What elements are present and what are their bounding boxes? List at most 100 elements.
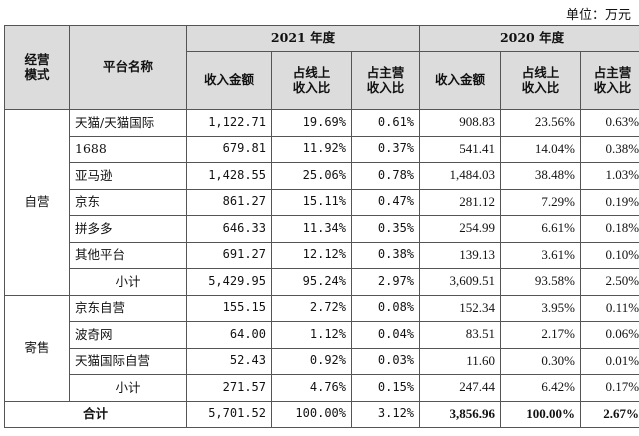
online-share-2021-cell: 0.92% [271, 347, 352, 375]
main-share-2020-cell: 1.03% [580, 162, 639, 190]
main-share-2020-cell: 2.50% [580, 268, 639, 296]
header-revenue-2021: 收入金额 [186, 51, 272, 110]
online-share-2021-cell: 2.72% [271, 294, 352, 322]
main-share-2021-cell: 0.08% [350, 294, 421, 322]
revenue-2021-cell: 691.27 [186, 241, 272, 269]
unit-label: 单位：万元 [565, 8, 631, 23]
online-share-2021-cell: 4.76% [271, 374, 352, 402]
main-share-2021-cell: 0.37% [350, 135, 421, 163]
revenue-2020-cell: 281.12 [419, 188, 502, 216]
revenue-2021-cell: 52.43 [186, 347, 272, 375]
platform-cell: 其他平台 [69, 241, 187, 269]
revenue-2020-cell: 152.34 [419, 294, 502, 322]
table-row: 1688 679.81 11.92% 0.37% 541.41 14.04% 0… [5, 135, 639, 163]
table-row: 天猫国际自营 52.43 0.92% 0.03% 11.60 0.30% 0.0… [5, 347, 639, 375]
subtotal-row: 小计 5,429.95 95.24% 2.97% 3,609.51 93.58%… [5, 268, 639, 296]
online-share-2020-cell: 6.42% [500, 374, 582, 402]
online-share-2021-cell: 95.24% [271, 268, 352, 296]
platform-cell: 京东自营 [69, 294, 187, 322]
total-row: 合计 5,701.52 100.00% 3.12% 3,856.96 100.0… [4, 400, 639, 428]
online-share-2020-cell: 100.00% [500, 400, 582, 428]
online-revenue-table: 经营 模式 平台名称 2021 年度 2020 年度 收入金额 占线上 收入比 … [4, 25, 639, 428]
online-share-2020-cell: 23.56% [500, 109, 582, 137]
revenue-2020-cell: 83.51 [419, 321, 502, 349]
online-share-2021-cell: 15.11% [271, 188, 352, 216]
online-share-2020-cell: 3.61% [500, 241, 582, 269]
main-share-2021-cell: 0.47% [350, 188, 421, 216]
online-share-2020-cell: 6.61% [500, 215, 582, 243]
header-category: 经营 模式 [4, 25, 70, 110]
main-share-2021-cell: 2.97% [350, 268, 421, 296]
main-share-2021-cell: 0.03% [350, 347, 421, 375]
platform-cell: 亚马逊 [69, 162, 187, 190]
header-platform-name: 平台名称 [69, 25, 187, 110]
revenue-2021-cell: 5,701.52 [186, 400, 272, 428]
main-share-2020-cell: 0.11% [580, 294, 639, 322]
table-row: 寄售 京东自营 155.15 2.72% 0.08% 152.34 3.95% … [4, 294, 639, 402]
main-share-2021-cell: 0.78% [350, 162, 421, 190]
header-main-share-2021: 占主营 收入比 [350, 51, 421, 110]
revenue-2020-cell: 139.13 [419, 241, 502, 269]
online-share-2021-cell: 11.92% [271, 135, 352, 163]
platform-cell: 波奇网 [69, 321, 187, 349]
category-cell: 寄售 [4, 294, 70, 402]
revenue-2020-cell: 3,609.51 [419, 268, 502, 296]
revenue-2020-cell: 908.83 [419, 109, 502, 137]
table-row: 亚马逊 1,428.55 25.06% 0.78% 1,484.03 38.48… [5, 162, 639, 190]
total-label: 合计 [4, 400, 187, 428]
online-share-2020-cell: 7.29% [500, 188, 582, 216]
revenue-2021-cell: 271.57 [186, 374, 272, 402]
table-row: 拼多多 646.33 11.34% 0.35% 254.99 6.61% 0.1… [5, 215, 639, 243]
online-share-2020-cell: 3.95% [500, 294, 582, 322]
main-share-2021-cell: 3.12% [350, 400, 421, 428]
revenue-2020-cell: 541.41 [419, 135, 502, 163]
revenue-2021-cell: 646.33 [186, 215, 272, 243]
main-share-2021-cell: 0.38% [350, 241, 421, 269]
revenue-2021-cell: 679.81 [186, 135, 272, 163]
table-row: 自营 天猫/天猫国际 1,122.71 19.69% 0.61% 908.83 … [4, 109, 639, 296]
main-share-2021-cell: 0.35% [350, 215, 421, 243]
online-share-2021-cell: 11.34% [271, 215, 352, 243]
main-share-2020-cell: 0.19% [580, 188, 639, 216]
online-share-2020-cell: 14.04% [500, 135, 582, 163]
platform-cell: 京东 [69, 188, 187, 216]
revenue-2021-cell: 155.15 [186, 294, 272, 322]
header-year-2021: 2021 年度 [185, 25, 421, 52]
main-share-2020-cell: 0.01% [580, 347, 639, 375]
platform-cell: 1688 [69, 135, 187, 163]
revenue-2021-cell: 1,122.71 [186, 109, 272, 137]
table-header: 经营 模式 平台名称 2021 年度 2020 年度 收入金额 占线上 收入比 … [4, 25, 639, 110]
online-share-2020-cell: 0.30% [500, 347, 582, 375]
main-share-2021-cell: 0.04% [350, 321, 421, 349]
header-online-share-2021: 占线上 收入比 [271, 51, 352, 110]
main-share-2020-cell: 0.63% [580, 109, 639, 137]
header-revenue-2020: 收入金额 [419, 51, 502, 110]
revenue-2020-cell: 11.60 [419, 347, 502, 375]
revenue-2021-cell: 861.27 [186, 188, 272, 216]
platform-cell: 天猫国际自营 [69, 347, 187, 375]
revenue-2020-cell: 247.44 [419, 374, 502, 402]
table-row: 波奇网 64.00 1.12% 0.04% 83.51 2.17% 0.06% [5, 321, 639, 349]
main-share-2020-cell: 0.18% [580, 215, 639, 243]
online-share-2021-cell: 25.06% [271, 162, 352, 190]
main-share-2020-cell: 0.06% [580, 321, 639, 349]
category-cell: 自营 [4, 109, 70, 296]
table-row: 京东 861.27 15.11% 0.47% 281.12 7.29% 0.19… [5, 188, 639, 216]
main-share-2021-cell: 0.61% [350, 109, 421, 137]
online-share-2021-cell: 100.00% [271, 400, 352, 428]
online-share-2020-cell: 93.58% [500, 268, 582, 296]
revenue-2020-cell: 254.99 [419, 215, 502, 243]
subtotal-label: 小计 [69, 268, 187, 296]
online-share-2021-cell: 1.12% [271, 321, 352, 349]
main-share-2021-cell: 0.15% [350, 374, 421, 402]
main-share-2020-cell: 2.67% [580, 400, 639, 428]
subtotal-row: 小计 271.57 4.76% 0.15% 247.44 6.42% 0.17% [5, 374, 639, 402]
revenue-2021-cell: 1,428.55 [186, 162, 272, 190]
revenue-2021-cell: 64.00 [186, 321, 272, 349]
platform-cell: 拼多多 [69, 215, 187, 243]
main-share-2020-cell: 0.10% [580, 241, 639, 269]
main-share-2020-cell: 0.38% [580, 135, 639, 163]
revenue-2020-cell: 3,856.96 [419, 400, 502, 428]
online-share-2020-cell: 2.17% [500, 321, 582, 349]
table-row: 其他平台 691.27 12.12% 0.38% 139.13 3.61% 0.… [5, 241, 639, 269]
